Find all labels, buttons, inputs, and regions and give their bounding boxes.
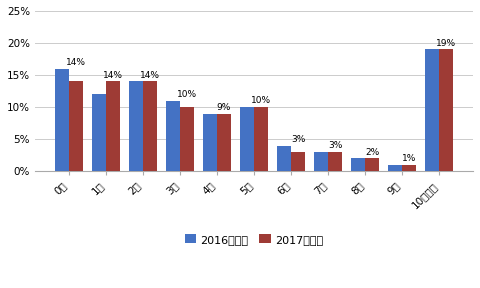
Text: 9%: 9% [217,103,231,112]
Bar [55,69,69,171]
Bar [277,146,291,171]
Bar [328,152,342,171]
Bar [365,158,379,171]
Text: 3%: 3% [291,135,305,144]
Text: 3%: 3% [328,141,342,150]
Bar [402,165,416,171]
Text: 1%: 1% [402,154,416,163]
Bar [143,82,157,171]
Text: 10%: 10% [251,96,271,105]
Text: 14%: 14% [140,71,160,79]
Bar [166,101,180,171]
Bar [92,94,106,171]
Bar [425,50,439,171]
Bar [314,152,328,171]
Bar [439,50,453,171]
Text: 14%: 14% [66,58,86,67]
Bar [203,113,217,171]
Bar [69,82,83,171]
Bar [254,107,268,171]
Bar [388,165,402,171]
Bar [129,82,143,171]
Bar [291,152,305,171]
Text: 19%: 19% [436,39,456,48]
Text: 10%: 10% [177,90,197,99]
Legend: 2016卒文系, 2017卒文系: 2016卒文系, 2017卒文系 [180,230,328,249]
Text: 2%: 2% [365,147,379,157]
Bar [217,113,231,171]
Bar [240,107,254,171]
Bar [106,82,120,171]
Bar [351,158,365,171]
Bar [180,107,194,171]
Text: 14%: 14% [103,71,123,79]
